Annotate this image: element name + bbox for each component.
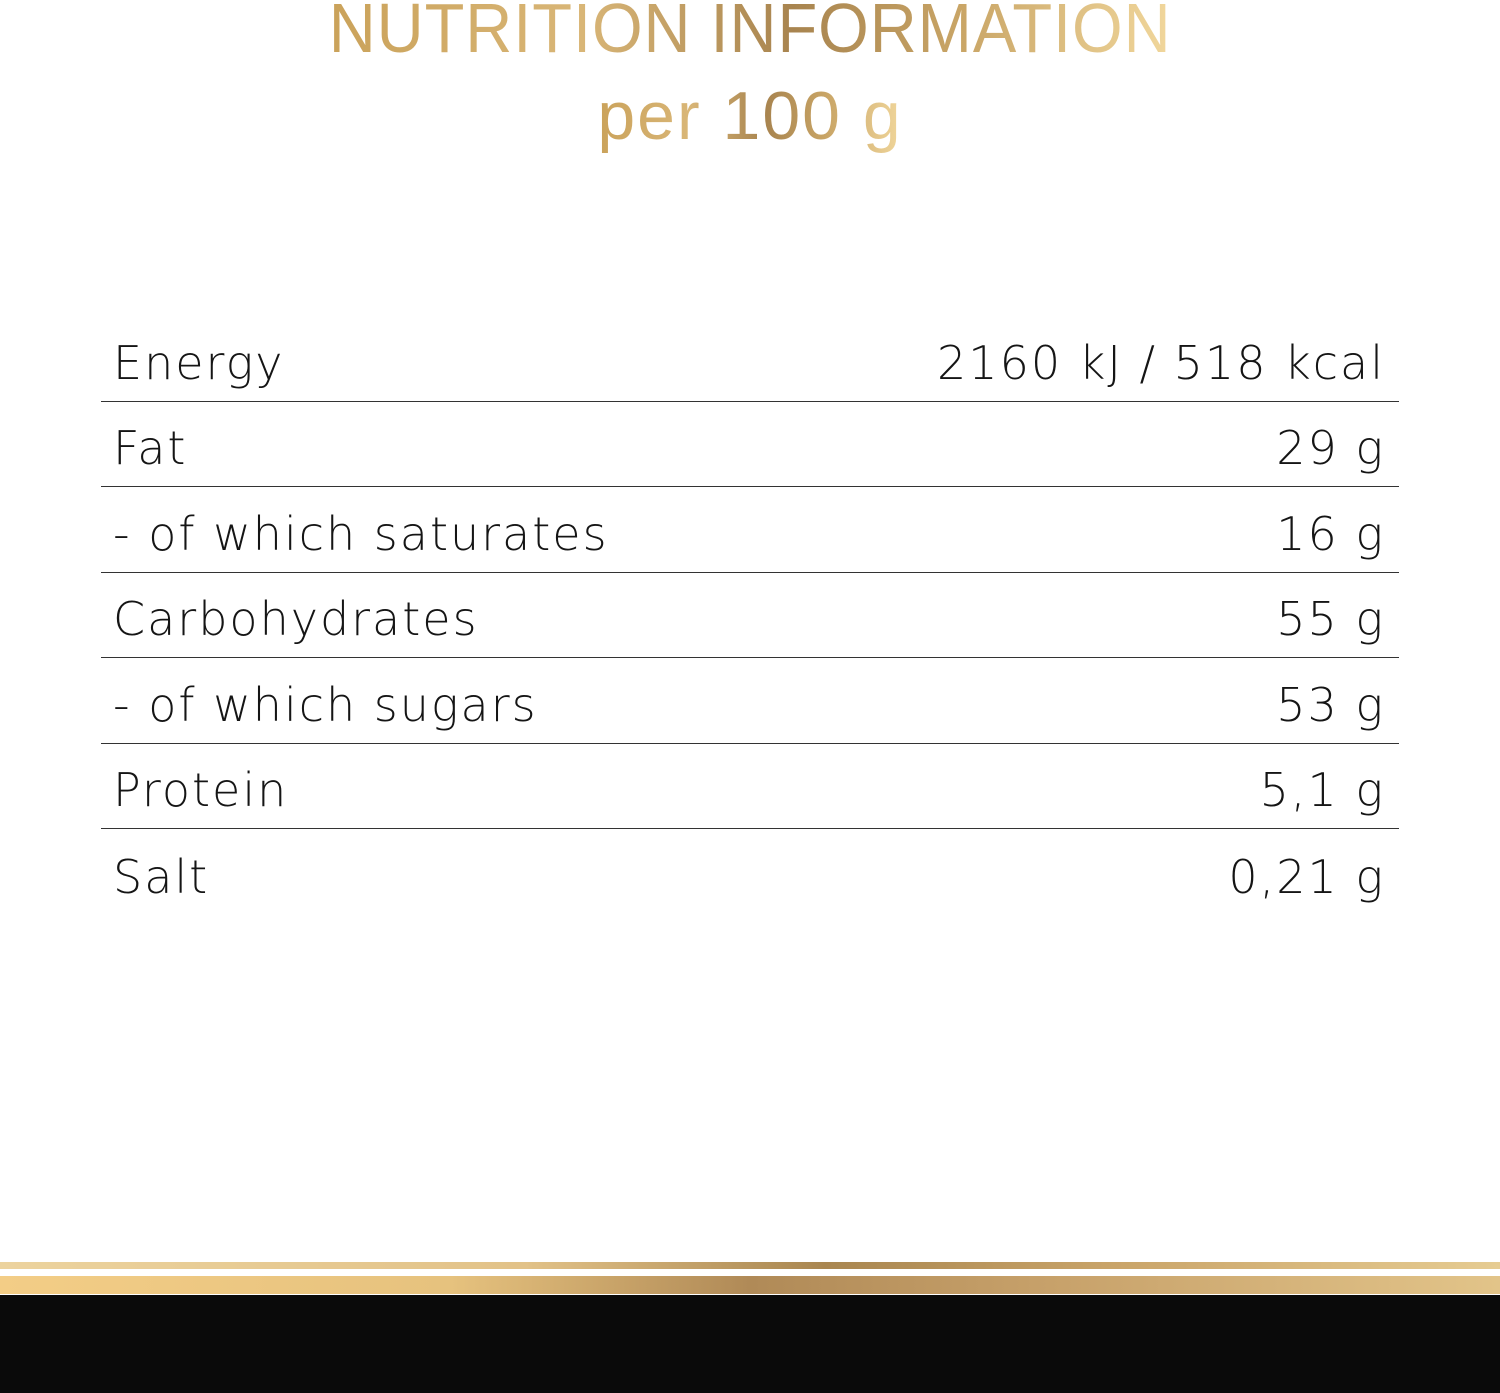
nutrition-row-fat: Fat 29 g <box>101 402 1399 487</box>
row-value: 2160 kJ / 518 kcal <box>937 335 1385 390</box>
row-label: Carbohydrates <box>113 592 479 646</box>
nutrition-row-saturates: - of which saturates 16 g <box>101 487 1399 573</box>
page-subtitle: per 100 g <box>597 78 903 154</box>
nutrition-table: Energy 2160 kJ / 518 kcal Fat 29 g - of wh… <box>101 316 1399 915</box>
nutrition-row-carbohydrates: Carbohydrates 55 g <box>101 573 1399 658</box>
row-label: - of which saturates <box>113 506 609 561</box>
nutrition-row-protein: Protein 5,1 g <box>101 744 1399 829</box>
row-value: 53 g <box>1276 677 1385 732</box>
page-title: NUTRITION INFORMATION <box>0 0 1500 68</box>
row-label: - of which sugars <box>113 677 538 732</box>
row-value: 16 g <box>1276 506 1385 561</box>
gold-stripe-thin <box>0 1262 1500 1269</box>
black-footer-band <box>0 1295 1500 1393</box>
row-value: 5,1 g <box>1259 763 1385 817</box>
nutrition-row-energy: Energy 2160 kJ / 518 kcal <box>101 316 1399 402</box>
nutrition-row-sugars: - of which sugars 53 g <box>101 658 1399 744</box>
row-label: Salt <box>113 849 210 904</box>
nutrition-row-salt: Salt 0,21 g <box>101 829 1399 915</box>
row-label: Protein <box>113 763 289 817</box>
row-value: 29 g <box>1276 421 1385 475</box>
gold-stripe-thick <box>0 1276 1500 1294</box>
row-value: 55 g <box>1276 592 1385 646</box>
row-value: 0,21 g <box>1228 849 1385 904</box>
row-label: Energy <box>113 335 285 390</box>
row-label: Fat <box>113 421 188 475</box>
